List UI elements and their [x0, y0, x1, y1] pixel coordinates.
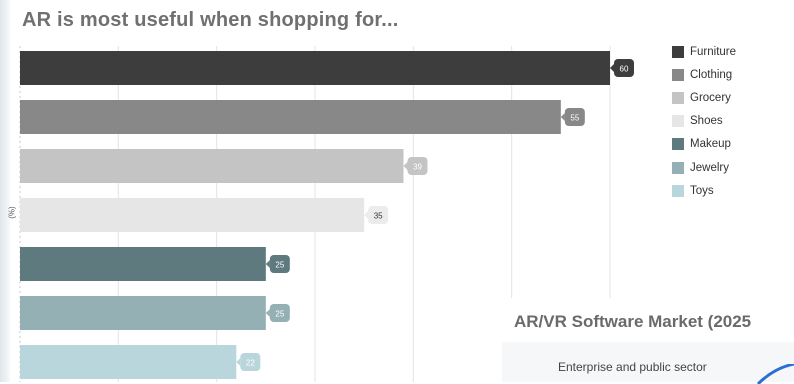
chart-title: AR is most useful when shopping for... [22, 9, 399, 31]
bar-clothing [20, 100, 561, 134]
legend-swatch [672, 45, 684, 58]
legend-label: Clothing [690, 68, 733, 81]
bars: 60 55 39 35 25 25 22 [20, 51, 634, 379]
bar-jewelry [20, 296, 266, 330]
legend-item-clothing: Clothing [672, 63, 736, 86]
legend-item-toys: Toys [672, 179, 736, 202]
value-badge-pointer [364, 211, 369, 219]
legend-label: Toys [690, 184, 714, 197]
secondary-chart-title: AR/VR Software Market (2025 [514, 312, 752, 331]
legend-swatch [672, 184, 684, 197]
value-badge [269, 255, 290, 273]
page-edge [0, 0, 10, 382]
secondary-chart-card: AR/VR Software Market (2025 Enterprise a… [502, 298, 794, 384]
legend-item-makeup: Makeup [672, 133, 736, 156]
legend-item-jewelry: Jewelry [672, 156, 736, 179]
secondary-chart-label: Enterprise and public sector [558, 360, 707, 374]
legend: Furniture Clothing Grocery Shoes Makeup Jewel… [672, 40, 736, 202]
value-badge-pointer [265, 309, 270, 317]
bar-toys [20, 345, 237, 379]
donut-arc [756, 364, 794, 384]
bar-furniture [20, 51, 610, 85]
legend-item-shoes: Shoes [672, 110, 736, 133]
value-badge-pointer [265, 260, 270, 268]
value-badge-pointer [236, 358, 241, 366]
value-badge-pointer [560, 113, 565, 121]
legend-item-furniture: Furniture [672, 40, 736, 63]
value-badge-pointer [610, 64, 614, 72]
value-badge [614, 59, 634, 77]
value-badge [564, 108, 585, 126]
secondary-chart-body: Enterprise and public sector [502, 342, 794, 384]
data-label: 35 [374, 212, 383, 221]
data-label: 22 [246, 359, 255, 368]
legend-item-grocery: Grocery [672, 86, 736, 109]
value-badge [368, 206, 389, 224]
value-badge [240, 353, 261, 371]
legend-swatch [672, 68, 684, 81]
legend-swatch [672, 91, 684, 104]
legend-label: Makeup [690, 138, 731, 151]
legend-label: Jewelry [690, 161, 729, 174]
data-label: 25 [275, 310, 284, 319]
data-label: 25 [275, 261, 284, 270]
value-badge-pointer [403, 162, 408, 170]
data-label: 55 [570, 114, 579, 123]
legend-swatch [672, 161, 684, 174]
bar-grocery [20, 149, 404, 183]
bar-makeup [20, 247, 266, 281]
data-label: 39 [413, 163, 422, 172]
legend-label: Shoes [690, 115, 723, 128]
legend-label: Grocery [690, 91, 731, 104]
data-label: 60 [620, 65, 629, 74]
value-badge [407, 157, 428, 175]
bar-shoes [20, 198, 365, 232]
legend-swatch [672, 115, 684, 128]
legend-label: Furniture [690, 45, 737, 58]
legend-swatch [672, 138, 684, 151]
value-badge [269, 304, 290, 322]
